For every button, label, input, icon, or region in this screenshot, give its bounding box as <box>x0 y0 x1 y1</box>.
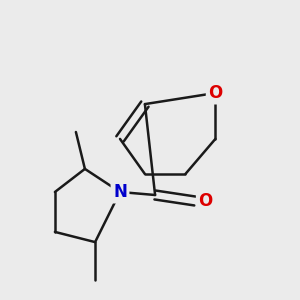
Text: N: N <box>113 183 127 201</box>
Text: O: O <box>208 84 223 102</box>
Text: O: O <box>198 192 213 210</box>
